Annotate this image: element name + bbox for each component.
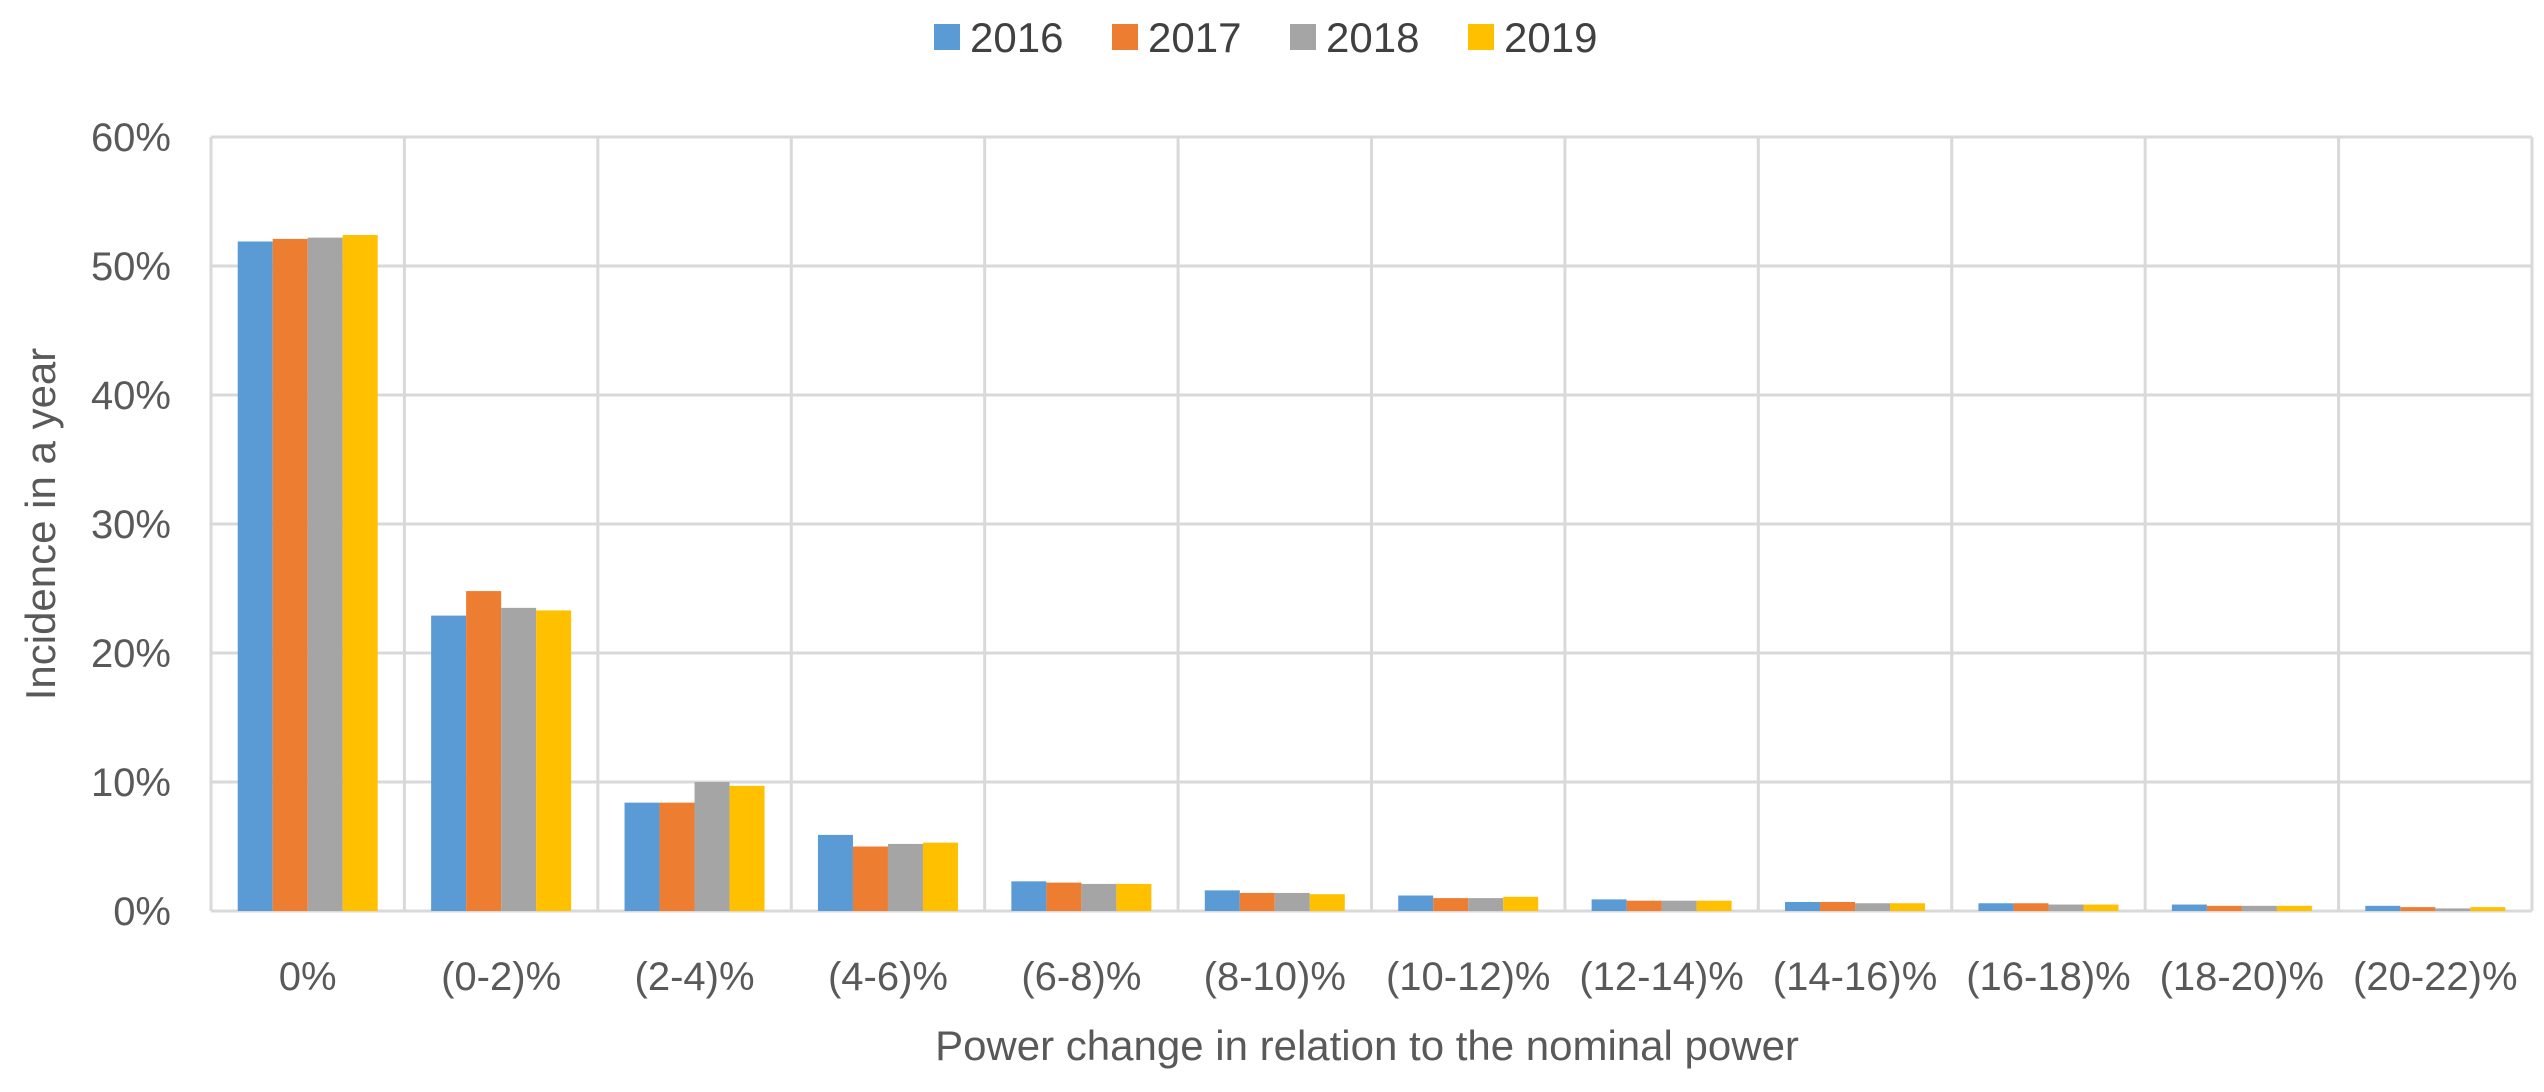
y-axis-tick-labels: 0% 10% 20% 30% 40% 50% 60% bbox=[91, 116, 171, 934]
bar-2016-2 bbox=[624, 802, 660, 911]
bar-2018-2 bbox=[694, 782, 730, 911]
x-tick-label: (2-4)% bbox=[635, 955, 755, 999]
bar-2017-2 bbox=[659, 802, 695, 911]
legend-swatch bbox=[1112, 24, 1138, 50]
y-tick-label: 50% bbox=[91, 245, 171, 289]
y-tick-label: 10% bbox=[91, 761, 171, 805]
bar-2017-0 bbox=[272, 238, 308, 911]
bar-2019-5 bbox=[1309, 894, 1345, 911]
bar-2019-3 bbox=[922, 842, 958, 911]
x-tick-label: (16-18)% bbox=[1966, 955, 2131, 999]
bar-2017-7 bbox=[1626, 900, 1662, 911]
bar-2017-11 bbox=[2400, 907, 2436, 911]
bar-2018-11 bbox=[2435, 908, 2471, 911]
bar-2017-8 bbox=[1820, 901, 1856, 911]
bar-2018-4 bbox=[1081, 883, 1117, 911]
bar-2019-0 bbox=[342, 235, 378, 912]
legend-item-2019: 2019 bbox=[1468, 14, 1597, 61]
x-tick-label: (4-6)% bbox=[828, 955, 948, 999]
bar-2016-1 bbox=[431, 615, 467, 911]
bar-2017-3 bbox=[852, 846, 888, 911]
legend-label: 2019 bbox=[1504, 14, 1597, 61]
bar-2016-6 bbox=[1398, 895, 1434, 911]
x-tick-label: (18-20)% bbox=[2160, 955, 2325, 999]
y-tick-label: 0% bbox=[113, 890, 171, 934]
bar-2018-1 bbox=[501, 607, 537, 911]
y-tick-label: 40% bbox=[91, 374, 171, 418]
bar-2019-10 bbox=[2276, 905, 2312, 911]
legend-label: 2016 bbox=[970, 14, 1063, 61]
bar-2017-10 bbox=[2206, 905, 2242, 911]
legend-swatch bbox=[1468, 24, 1494, 50]
bar-2018-6 bbox=[1468, 898, 1504, 911]
x-tick-label: (10-12)% bbox=[1386, 955, 1551, 999]
bar-2019-9 bbox=[2083, 904, 2119, 911]
bar-2017-9 bbox=[2013, 903, 2049, 911]
bar-2019-8 bbox=[1890, 903, 1926, 911]
bar-2018-8 bbox=[1855, 903, 1891, 911]
bar-2018-5 bbox=[1274, 892, 1310, 911]
legend-item-2018: 2018 bbox=[1290, 14, 1419, 61]
bar-2017-4 bbox=[1046, 882, 1082, 911]
bar-2018-9 bbox=[2048, 904, 2084, 911]
bar-2016-8 bbox=[1785, 901, 1821, 911]
x-tick-label: (6-8)% bbox=[1021, 955, 1141, 999]
x-tick-label: (20-22)% bbox=[2353, 955, 2518, 999]
x-axis-title: Power change in relation to the nominal … bbox=[935, 1022, 1799, 1069]
x-axis-tick-labels: 0% (0-2)% (2-4)% (4-6)% (6-8)% (8-10)% (10-12)… bbox=[279, 955, 2518, 999]
y-tick-label: 60% bbox=[91, 116, 171, 160]
bar-2017-6 bbox=[1433, 898, 1469, 911]
bar-2018-0 bbox=[307, 237, 343, 911]
bar-2019-2 bbox=[729, 785, 765, 911]
bar-2017-1 bbox=[466, 591, 502, 911]
legend-item-2016: 2016 bbox=[934, 14, 1063, 61]
x-tick-label: (12-14)% bbox=[1579, 955, 1744, 999]
bar-2016-0 bbox=[237, 241, 273, 912]
x-tick-label: (0-2)% bbox=[441, 955, 561, 999]
legend: 2016 2017 2018 2019 bbox=[934, 14, 1597, 61]
bar-2016-10 bbox=[2171, 904, 2207, 911]
legend-label: 2017 bbox=[1148, 14, 1241, 61]
bar-2018-10 bbox=[2241, 905, 2277, 911]
bar-2016-5 bbox=[1204, 890, 1240, 911]
bar-2016-4 bbox=[1011, 881, 1047, 911]
bar-2018-7 bbox=[1661, 900, 1697, 911]
bar-2018-3 bbox=[887, 843, 923, 911]
y-axis-title: Incidence in a year bbox=[17, 348, 64, 701]
bar-2016-3 bbox=[817, 834, 853, 911]
gridlines bbox=[209, 135, 2534, 913]
legend-label: 2018 bbox=[1326, 14, 1419, 61]
bar-2019-7 bbox=[1696, 900, 1732, 911]
bar-2019-4 bbox=[1116, 883, 1152, 911]
legend-swatch bbox=[934, 24, 960, 50]
bar-2016-9 bbox=[1978, 903, 2014, 911]
y-tick-label: 30% bbox=[91, 503, 171, 547]
bar-2016-11 bbox=[2365, 905, 2401, 911]
bar-2019-6 bbox=[1503, 896, 1539, 911]
bar-2017-5 bbox=[1239, 892, 1275, 911]
x-tick-label: 0% bbox=[279, 955, 337, 999]
y-tick-label: 20% bbox=[91, 632, 171, 676]
bars bbox=[237, 235, 2506, 912]
bar-2016-7 bbox=[1591, 899, 1627, 911]
x-tick-label: (14-16)% bbox=[1773, 955, 1938, 999]
legend-item-2017: 2017 bbox=[1112, 14, 1241, 61]
bar-2019-11 bbox=[2470, 907, 2506, 911]
bar-2019-1 bbox=[536, 610, 572, 911]
legend-swatch bbox=[1290, 24, 1316, 50]
x-tick-label: (8-10)% bbox=[1204, 955, 1346, 999]
